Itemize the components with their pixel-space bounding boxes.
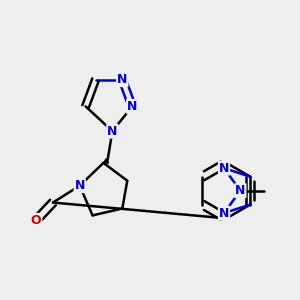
Text: N: N bbox=[74, 179, 85, 192]
Text: N: N bbox=[117, 73, 128, 86]
Text: N: N bbox=[127, 100, 137, 113]
Text: O: O bbox=[31, 214, 41, 227]
Text: N: N bbox=[235, 184, 245, 197]
Polygon shape bbox=[103, 159, 109, 163]
Text: N: N bbox=[219, 207, 229, 220]
Text: N: N bbox=[107, 125, 118, 138]
Text: N: N bbox=[219, 162, 229, 175]
